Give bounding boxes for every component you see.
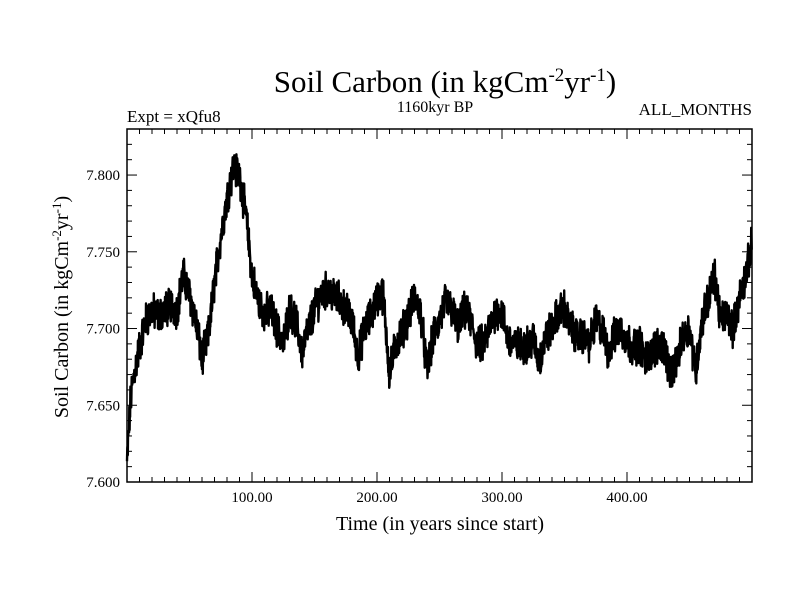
period-label: 1160kyr BP xyxy=(397,99,473,116)
x-tick-label: 100.00 xyxy=(231,490,272,506)
chart-title-main: Soil Carbon (in kgCm xyxy=(274,64,549,99)
chart-title: Soil Carbon (in kgCm-2yr-1) xyxy=(274,64,617,99)
x-tick-label: 200.00 xyxy=(356,490,397,506)
x-axis-label: Time (in years since start) xyxy=(336,513,544,535)
axis-ticks xyxy=(127,129,752,482)
y-tick-label: 7.800 xyxy=(86,168,120,184)
y-axis-label-mid: yr xyxy=(51,213,73,230)
x-tick-label: 400.00 xyxy=(606,490,647,506)
plot-frame xyxy=(126,128,753,483)
y-tick-label: 7.600 xyxy=(86,475,120,491)
axis-tick-labels: 100.00 200.00 300.00 400.00 7.600 7.650 7.700 7… xyxy=(86,168,647,506)
months-label: ALL_MONTHS xyxy=(639,100,752,119)
chart-title-exponent-2: -1 xyxy=(590,65,606,86)
y-axis-label-exponent-2: -1 xyxy=(49,203,64,214)
y-tick-label: 7.650 xyxy=(86,398,120,414)
x-tick-label: 300.00 xyxy=(481,490,522,506)
chart-title-close: ) xyxy=(606,64,616,99)
experiment-label: Expt = xQfu8 xyxy=(127,107,221,126)
chart-title-exponent-1: -2 xyxy=(548,65,564,86)
y-tick-label: 7.750 xyxy=(86,245,120,261)
y-axis-label-exponent-1: -2 xyxy=(49,230,64,241)
y-axis-label-close: ) xyxy=(51,196,73,203)
y-tick-label: 7.700 xyxy=(86,322,120,338)
y-axis-label: Soil Carbon (in kgCm-2yr-1) xyxy=(49,196,73,418)
soil-carbon-series-line xyxy=(125,153,753,462)
chart-title-mid: yr xyxy=(564,64,591,99)
y-axis-label-main: Soil Carbon (in kgCm xyxy=(51,240,73,418)
